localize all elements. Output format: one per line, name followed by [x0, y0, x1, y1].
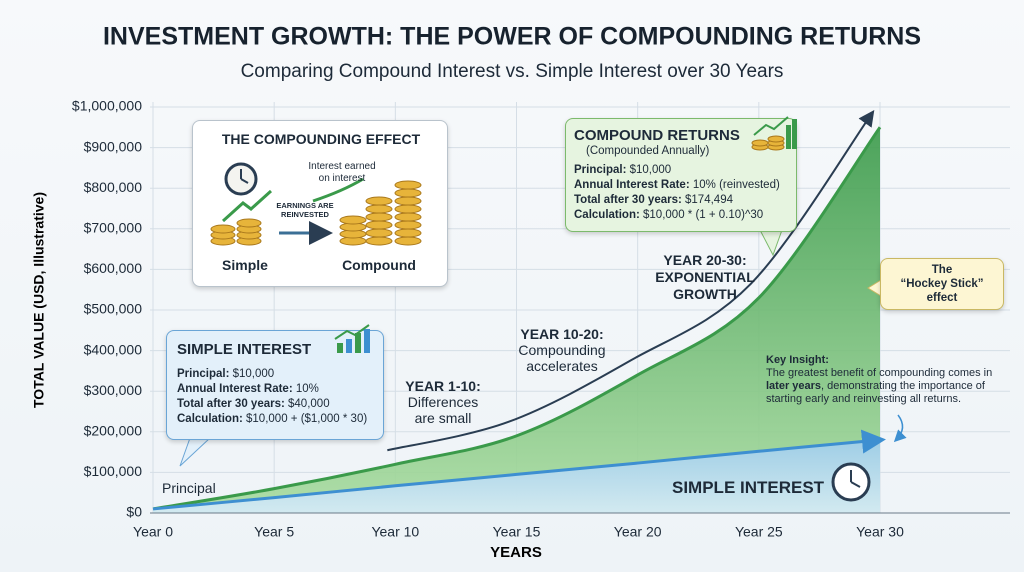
line-label: Annual Interest Rate:	[574, 179, 690, 191]
chart-subtitle: Comparing Compound Interest vs. Simple I…	[241, 61, 784, 82]
y-axis-label: TOTAL VALUE (USD, Illustrative)	[31, 192, 47, 408]
box-title: THE COMPOUNDING EFFECT	[221, 131, 421, 147]
line-label: Calculation:	[574, 209, 640, 221]
box-line: Calculation: $10,000 * (1 + 0.10)^30	[574, 208, 780, 223]
text-line: YEAR 20-30:	[663, 252, 747, 268]
coin-icon	[751, 116, 797, 151]
x-tick-label: Year 0	[133, 524, 173, 540]
compound-returns-box: COMPOUND RETURNS (Compounded Annually) P…	[565, 116, 797, 232]
series-line	[152, 429, 886, 511]
line-label: Annual Interest Rate:	[177, 383, 293, 395]
text-line: REINVESTED	[281, 210, 329, 219]
line-label: Total after 30 years:	[574, 194, 682, 206]
x-tick-label: Year 5	[254, 524, 294, 540]
text-line: on interest	[318, 173, 366, 184]
box-line: Principal: $10,000	[177, 367, 367, 382]
box-line: Total after 30 years: $40,000	[177, 397, 367, 412]
text-line: YEAR 10-20:	[520, 326, 604, 342]
text-line: Differences	[407, 394, 479, 410]
key-insight: Key Insight: The greatest benefit of com…	[766, 354, 1012, 406]
text-line: are small	[414, 410, 472, 426]
line-value: 10%	[295, 383, 319, 395]
text-line: Compounding	[518, 342, 606, 358]
box-title: COMPOUND RETURNS	[574, 127, 740, 144]
y-tick-label: $400,000	[84, 341, 143, 357]
text-line: “Hockey Stick”	[900, 278, 984, 290]
line-value: $174,494	[685, 194, 733, 206]
y-tick-label: $200,000	[84, 423, 143, 439]
box-body: Principal: $10,000 Annual Interest Rate: …	[574, 163, 780, 223]
label: EARNINGS ARE REINVESTED	[269, 201, 341, 219]
x-tick-label: Year 10	[371, 524, 419, 540]
y-tick-label: $300,000	[84, 382, 143, 398]
x-tick-label: Year 25	[735, 524, 783, 540]
line-value: $10,000 + ($1,000 * 30)	[246, 413, 368, 425]
x-axis-label: YEARS	[490, 544, 542, 561]
plot-area: $0 $100,000 $200,000 $300,000 $400,000 $500,0…	[72, 98, 1010, 540]
line-value: $10,000	[629, 164, 672, 176]
y-tick-label: $500,000	[84, 301, 143, 317]
text-line: GROWTH	[673, 286, 737, 302]
box-body: Principal: $10,000 Annual Interest Rate: …	[177, 367, 367, 427]
simple-interest-box: SIMPLE INTEREST Principal: $10,000 Annual…	[166, 324, 384, 440]
line-label: Calculation:	[177, 413, 243, 425]
text-line: EARNINGS ARE	[276, 201, 334, 210]
text-line: The	[931, 264, 953, 276]
text: , demonstrating the importance of starti…	[766, 380, 985, 405]
x-tick-label: Year 30	[856, 524, 904, 540]
line-value: $10,000 * (1 + 0.10)^30	[643, 209, 764, 221]
text-line: accelerates	[526, 358, 598, 374]
line-label: Total after 30 years:	[177, 398, 285, 410]
y-tick-label: $600,000	[84, 260, 143, 276]
text-line: YEAR 1-10:	[405, 378, 481, 394]
x-tick-label: Year 20	[614, 524, 662, 540]
insight-title: Key Insight:	[766, 354, 829, 366]
y-tick-label: $700,000	[84, 220, 143, 236]
text: The greatest benefit of compounding come…	[766, 367, 993, 379]
text-line: EXPONENTIAL	[655, 269, 755, 285]
phase-note: YEAR 1-10: Differences are small	[383, 378, 503, 426]
series-line	[152, 126, 882, 511]
label: Interest earned on interest	[297, 161, 387, 185]
line-label: Principal:	[177, 368, 230, 380]
insight-text: The greatest benefit of compounding come…	[766, 367, 1012, 406]
box-line: Annual Interest Rate: 10%	[177, 382, 367, 397]
line-value: $40,000	[288, 398, 330, 410]
trend-arrow	[387, 110, 875, 452]
y-tick-label: $1,000,000	[72, 98, 142, 114]
compounding-effect-box: THE COMPOUNDING EFFECT Interest earned on…	[192, 120, 448, 287]
y-tick-label: $100,000	[84, 463, 143, 479]
y-tick-label: $800,000	[84, 179, 143, 195]
bar-icon	[334, 324, 370, 353]
principal-label: Principal	[162, 480, 216, 496]
line-label: Principal:	[574, 164, 627, 176]
box-line: Principal: $10,000	[574, 163, 780, 178]
simple-interest-label: SIMPLE INTEREST	[672, 478, 825, 497]
compounding-icons	[210, 162, 422, 246]
phase-note: YEAR 10-20: Compounding accelerates	[497, 326, 627, 374]
box-subtitle: (Compounded Annually)	[586, 145, 710, 157]
hockey-stick-note: The “Hockey Stick” effect	[880, 258, 1004, 310]
box-line: Annual Interest Rate: 10% (reinvested)	[574, 178, 780, 193]
chart-title: INVESTMENT GROWTH: THE POWER OF COMPOUND…	[103, 23, 921, 51]
line-value: $10,000	[232, 368, 275, 380]
box-line: Total after 30 years: $174,494	[574, 193, 780, 208]
area	[153, 127, 880, 514]
box-line: Calculation: $10,000 + ($1,000 * 30)	[177, 412, 367, 427]
y-tick-label: $0	[126, 504, 142, 520]
line-value: 10% (reinvested)	[692, 179, 780, 191]
text-line: effect	[926, 292, 958, 304]
x-tick-label: Year 15	[493, 524, 541, 540]
text-line: Interest earned	[308, 161, 376, 172]
clock-icon	[831, 462, 871, 502]
label: Compound	[342, 257, 416, 273]
phase-note: YEAR 20-30: EXPONENTIAL GROWTH	[640, 252, 770, 303]
label: Simple	[222, 257, 268, 273]
text-emphasis: later years	[766, 380, 822, 392]
box-title: SIMPLE INTEREST	[177, 341, 312, 358]
y-tick-label: $900,000	[84, 138, 143, 154]
